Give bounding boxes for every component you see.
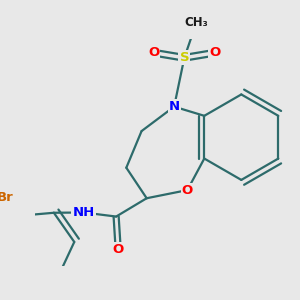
Text: NH: NH (72, 206, 95, 219)
Text: S: S (179, 51, 189, 64)
Text: CH₃: CH₃ (185, 16, 208, 29)
Text: Br: Br (0, 191, 14, 204)
Text: O: O (182, 184, 193, 196)
Text: O: O (148, 46, 159, 59)
Text: O: O (112, 243, 124, 256)
Text: O: O (209, 46, 220, 59)
Text: N: N (169, 100, 180, 113)
